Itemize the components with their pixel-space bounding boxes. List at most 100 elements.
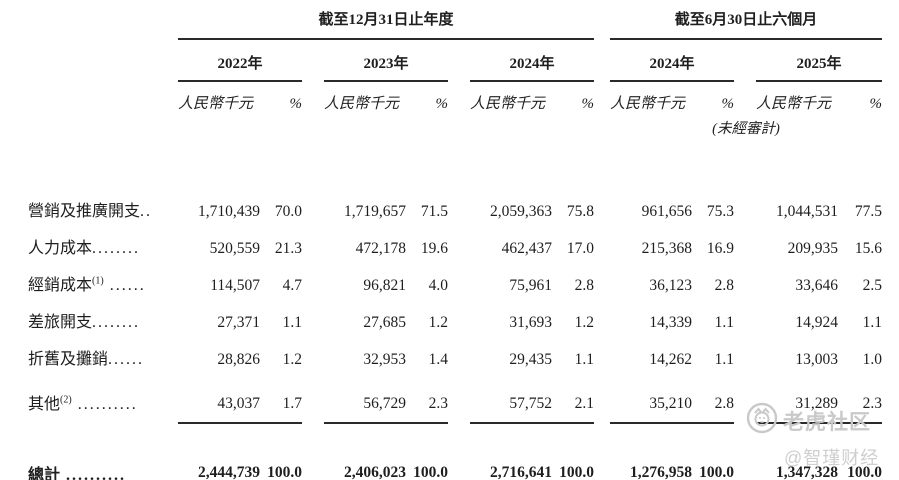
spacer-row — [28, 138, 882, 184]
cell-amount: 2,716,641 — [470, 423, 552, 480]
cell-percent: 16.9 — [706, 240, 734, 257]
expense-breakdown-table: 截至12月31日止年度 截至6月30日止六個月 2022年 2023年 2024… — [28, 8, 882, 480]
row-label: 經銷成本(1) ...... — [28, 275, 146, 294]
cell-percent: 1.4 — [428, 351, 448, 368]
cell-percent: 100.0 — [838, 423, 882, 480]
cell-amount: 961,656 — [641, 203, 692, 220]
column-gap — [448, 81, 470, 113]
cell-amount: 29,435 — [509, 351, 552, 368]
year-header-row: 2022年 2023年 2024年 2024年 2025年 — [28, 39, 882, 82]
cell-percent: 1.1 — [574, 351, 594, 368]
empty-cell — [28, 113, 610, 138]
cell-amount: 2,059,363 — [490, 203, 552, 220]
percent-header: % — [581, 96, 595, 112]
cell-percent: 75.3 — [706, 203, 734, 220]
row-label: 差旅開支........ — [28, 314, 141, 331]
section-gap — [594, 81, 610, 113]
cell-amount: 56,729 — [324, 369, 406, 424]
cell-amount: 13,003 — [795, 351, 838, 368]
column-gap — [302, 369, 324, 423]
column-gap — [302, 81, 324, 113]
cell-percent: 1.1 — [862, 314, 882, 331]
cell-percent: 1.7 — [260, 369, 302, 424]
dot-leader: .. — [140, 203, 153, 220]
column-gap — [302, 221, 324, 258]
percent-header: % — [435, 96, 449, 112]
cell-amount: 2,406,023 — [324, 423, 406, 480]
cell-percent: 1.2 — [574, 314, 594, 331]
cell-amount: 2,444,739 — [178, 423, 260, 480]
cell-percent: 17.0 — [566, 240, 594, 257]
year-2024: 2024年 — [470, 39, 594, 82]
section-header-row: 截至12月31日止年度 截至6月30日止六個月 — [28, 8, 882, 40]
cell-amount: 57,752 — [470, 369, 552, 424]
cell-amount: 114,507 — [210, 277, 260, 294]
column-gap — [448, 369, 470, 423]
cell-percent: 2.3 — [838, 369, 882, 424]
currency-header: 人民幣千元 — [324, 96, 400, 112]
cell-amount: 31,289 — [756, 369, 838, 424]
cell-amount: 14,339 — [649, 314, 692, 331]
column-gap — [594, 258, 610, 295]
cell-percent: 70.0 — [274, 203, 302, 220]
cell-amount: 35,210 — [610, 369, 692, 424]
corner-cell — [28, 8, 178, 39]
row-label: 人力成本........ — [28, 240, 141, 257]
column-gap — [448, 295, 470, 332]
dot-leader: .......... — [71, 396, 138, 413]
currency-header: 人民幣千元 — [610, 96, 686, 112]
cell-percent: 100.0 — [406, 423, 448, 480]
column-gap — [302, 39, 324, 81]
cell-amount: 209,935 — [787, 240, 838, 257]
cell-percent: 100.0 — [692, 423, 734, 480]
cell-percent: 2.8 — [574, 277, 594, 294]
column-gap — [594, 295, 610, 332]
cell-amount: 520,559 — [209, 240, 260, 257]
cell-percent: 2.8 — [692, 369, 734, 424]
table-row: 營銷及推廣開支.. 1,710,439 70.0 1,719,657 71.5 2,059… — [28, 184, 882, 221]
column-gap — [448, 423, 470, 480]
column-gap — [448, 221, 470, 258]
column-gap — [448, 184, 470, 221]
column-gap — [734, 258, 756, 295]
cell-amount: 14,262 — [649, 351, 692, 368]
cell-amount: 14,924 — [795, 314, 838, 331]
spacer — [28, 138, 882, 184]
cell-amount: 43,037 — [178, 369, 260, 424]
dot-leader: ........ — [92, 314, 141, 331]
column-gap — [594, 423, 610, 480]
cell-percent: 4.7 — [282, 277, 302, 294]
cell-percent: 77.5 — [854, 203, 882, 220]
cell-percent: 1.1 — [282, 314, 302, 331]
cell-amount: 1,347,328 — [756, 423, 838, 480]
dot-leader: .......... — [60, 466, 127, 480]
section-title-annual: 截至12月31日止年度 — [178, 8, 594, 40]
cell-amount: 472,178 — [355, 240, 406, 257]
row-label: 折舊及攤銷...... — [28, 351, 145, 368]
corner-cell — [28, 81, 178, 113]
cell-percent: 4.0 — [428, 277, 448, 294]
column-gap — [302, 332, 324, 369]
column-gap — [302, 258, 324, 295]
column-gap — [734, 295, 756, 332]
column-gap — [302, 184, 324, 221]
column-gap — [734, 81, 756, 113]
cell-percent: 2.1 — [552, 369, 594, 424]
currency-header: 人民幣千元 — [178, 96, 254, 112]
year-2022: 2022年 — [178, 39, 302, 82]
section-gap — [594, 39, 610, 81]
table-body: 營銷及推廣開支.. 1,710,439 70.0 1,719,657 71.5 2,059… — [28, 184, 882, 480]
cell-percent: 2.3 — [406, 369, 448, 424]
column-gap — [594, 221, 610, 258]
currency-header: 人民幣千元 — [756, 96, 832, 112]
subheader-row: 人民幣千元 % 人民幣千元 % 人民幣千元 % 人民幣千元 % 人民幣千元 % — [28, 81, 882, 113]
column-gap — [302, 295, 324, 332]
column-gap — [594, 369, 610, 423]
column-gap — [302, 423, 324, 480]
percent-header: % — [289, 96, 303, 112]
column-gap — [734, 423, 756, 480]
column-gap — [448, 39, 470, 81]
cell-amount: 462,437 — [501, 240, 552, 257]
cell-percent: 1.0 — [862, 351, 882, 368]
column-gap — [734, 221, 756, 258]
